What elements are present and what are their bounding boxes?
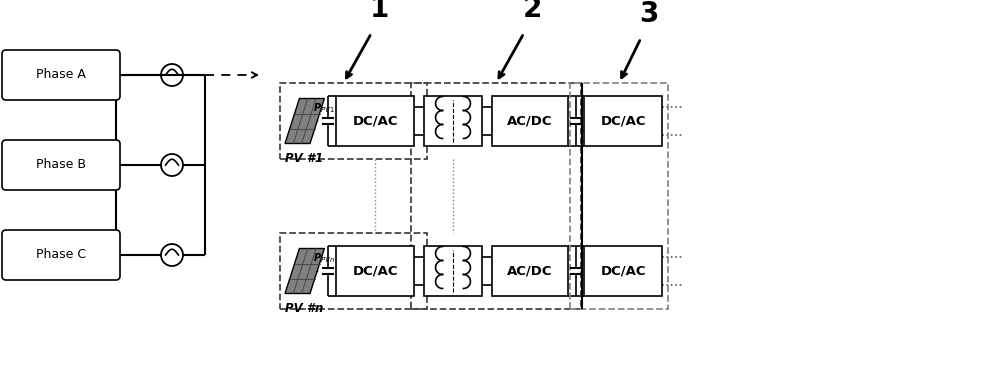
Text: Phase C: Phase C (36, 248, 86, 261)
Text: AC/DC: AC/DC (507, 264, 553, 277)
Bar (492, 96, 568, 146)
Bar (424, 246, 482, 296)
Text: 2: 2 (522, 0, 542, 23)
Text: Phase A: Phase A (36, 69, 86, 82)
Bar (570, 83, 668, 309)
FancyBboxPatch shape (2, 230, 120, 280)
Bar (584, 96, 662, 146)
Bar (336, 246, 414, 296)
Bar (424, 96, 482, 146)
Bar (584, 246, 662, 296)
Bar (336, 96, 414, 146)
FancyBboxPatch shape (2, 50, 120, 100)
Text: 3: 3 (639, 0, 659, 28)
Bar (280, 233, 427, 309)
Text: AC/DC: AC/DC (507, 115, 553, 128)
Polygon shape (285, 99, 324, 144)
Text: 1: 1 (370, 0, 389, 23)
Text: $\boldsymbol{P}_{PV1}$: $\boldsymbol{P}_{PV1}$ (313, 101, 335, 115)
Text: Phase B: Phase B (36, 158, 86, 171)
Bar (280, 83, 427, 159)
FancyBboxPatch shape (2, 140, 120, 190)
Text: DC/AC: DC/AC (600, 115, 646, 128)
Polygon shape (285, 248, 324, 293)
Text: $\boldsymbol{P}_{PVn}$: $\boldsymbol{P}_{PVn}$ (313, 251, 335, 265)
Text: DC/AC: DC/AC (352, 115, 398, 128)
Text: DC/AC: DC/AC (600, 264, 646, 277)
Text: DC/AC: DC/AC (352, 264, 398, 277)
Bar (411, 83, 581, 309)
Text: PV #n: PV #n (285, 301, 323, 314)
Bar (492, 246, 568, 296)
Text: PV #1: PV #1 (285, 152, 323, 165)
